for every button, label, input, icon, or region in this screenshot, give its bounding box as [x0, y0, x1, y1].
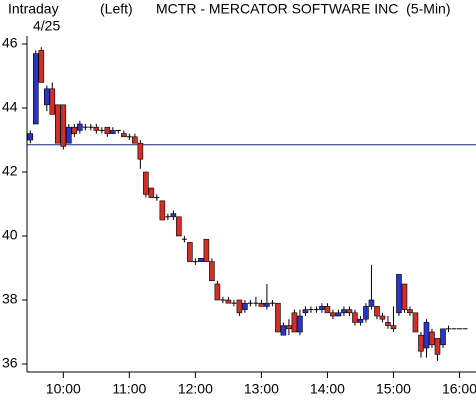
candle-body: [346, 309, 353, 314]
x-tick-label: 10:00: [46, 381, 81, 397]
candle-body: [396, 274, 402, 314]
candle-body: [440, 328, 446, 346]
candle-body: [324, 306, 331, 314]
header: Intraday: [8, 1, 59, 17]
y-tick-label: 44: [2, 99, 18, 115]
candle-body: [412, 312, 419, 333]
candle-body: [236, 299, 243, 314]
candle-body: [423, 322, 430, 349]
candle-body: [93, 126, 100, 131]
y-tick-label: 36: [2, 355, 18, 371]
x-tick-label: 13:00: [244, 381, 279, 397]
x-tick-label: 16:00: [442, 381, 476, 397]
candle-body: [368, 299, 375, 307]
candle-body: [319, 306, 325, 310]
candle-body: [110, 130, 116, 134]
candle-body: [214, 283, 221, 301]
chart-title: MCTR - MERCATOR SOFTWARE INC (5-Min): [156, 1, 451, 17]
candle-body: [291, 312, 298, 333]
candle-body: [374, 306, 380, 317]
candle-body: [49, 88, 56, 115]
candle-body: [225, 299, 232, 304]
candle-body: [27, 133, 34, 141]
x-tick-label: 14:00: [310, 381, 345, 397]
y-tick-label: 38: [2, 291, 18, 307]
y-tick-label: 40: [2, 227, 18, 243]
x-tick-label: 11:00: [112, 381, 146, 397]
candle-body: [385, 322, 391, 326]
candle-body: [38, 50, 45, 83]
date: 4/25: [33, 18, 60, 34]
candle-body: [137, 142, 144, 160]
candle-body: [148, 187, 155, 198]
candle-body: [55, 104, 61, 144]
candle-body: [187, 242, 193, 262]
axis-side: (Left): [100, 1, 133, 17]
candle-body: [143, 171, 149, 195]
candle-body: [242, 302, 248, 310]
candle-body: [302, 309, 309, 314]
candle-body: [352, 312, 358, 323]
candle-body: [258, 302, 265, 307]
candle-body: [335, 312, 342, 317]
candle-body: [434, 338, 441, 355]
candle-body: [275, 302, 281, 333]
candle-body: [286, 325, 292, 330]
y-tick-label: 42: [2, 163, 18, 179]
candle-body: [132, 136, 138, 144]
candle-body: [390, 325, 397, 330]
candle-body: [71, 126, 78, 134]
candle-body: [203, 238, 210, 262]
candle-body: [198, 258, 204, 262]
candle-body: [33, 53, 39, 125]
candle-body: [297, 315, 303, 333]
candle-body: [264, 302, 270, 307]
candle-body: [159, 200, 166, 221]
candle-body: [407, 309, 413, 314]
candle-body: [341, 309, 347, 314]
candle-body: [104, 126, 111, 134]
candle-body: [401, 283, 408, 310]
candle-body: [379, 315, 386, 320]
candle-body: [170, 213, 177, 218]
x-tick-label: 15:00: [376, 381, 411, 397]
candle-body: [44, 88, 50, 106]
candle-body: [429, 331, 435, 346]
candle-body: [280, 325, 287, 336]
candle-body: [363, 306, 369, 320]
y-tick-label: 46: [2, 35, 18, 51]
candle-body: [60, 104, 67, 147]
candle-body: [418, 334, 424, 352]
candle-body: [330, 312, 336, 317]
candle-body: [209, 261, 215, 282]
candle-body: [77, 123, 83, 131]
candle-body: [66, 126, 72, 144]
candle-body: [176, 216, 182, 237]
candle-body: [121, 133, 127, 138]
x-tick-label: 12:00: [178, 381, 213, 397]
candle-body: [357, 318, 364, 323]
